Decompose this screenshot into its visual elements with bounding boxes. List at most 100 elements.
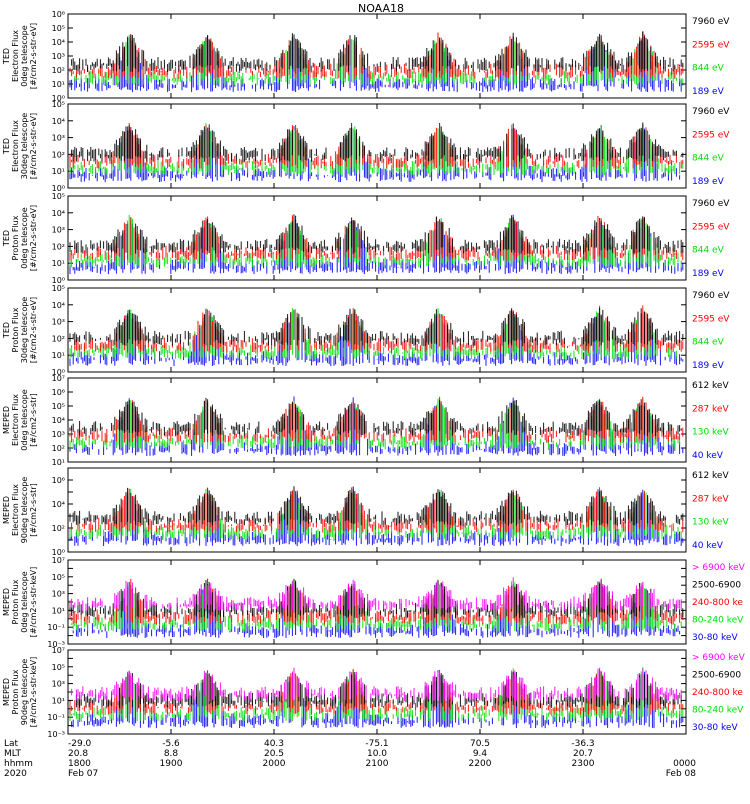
y-axis-label-line: TED — [2, 48, 11, 65]
panel-2: 10⁰ 10¹ 10² 10³ 10⁴ 10⁵ TED Electron Flux 30deg … — [2, 100, 730, 193]
y-tick-label: 10⁷ — [52, 556, 65, 565]
y-axis-label-line: TED — [2, 138, 11, 155]
legend-entry: 844 eV — [692, 154, 725, 164]
y-axis-label-line: Proton Flux — [11, 307, 20, 352]
y-axis-label-line: 90deg telescope — [20, 659, 29, 726]
legend-entry: 7960 eV — [692, 17, 730, 27]
y-axis-label-line: TED — [2, 322, 11, 339]
legend-entry: 30-80 keV — [692, 723, 738, 733]
footer-hhmm-value: 2200 — [469, 759, 492, 769]
legend-entry: 189 eV — [692, 177, 725, 187]
flux-trace — [71, 32, 684, 72]
legend-entry: 612 keV — [692, 381, 729, 391]
legend-entry: > 6900 keV — [692, 563, 746, 573]
legend-entry: 287 keV — [692, 494, 729, 504]
y-axis-label-line: TED — [2, 230, 11, 247]
footer-row-label: MLT — [4, 749, 22, 759]
panel-4: 10⁰ 10¹ 10² 10³ 10⁴ 10⁵ TED Proton Flux 30deg te… — [2, 284, 730, 377]
legend-entry: 2500-6900 — [692, 671, 741, 681]
panel-7: 10⁻³ 10⁻¹ 10¹ 10³ 10⁵ 10⁷ MEPED Proton Flux 0deg… — [2, 556, 746, 649]
y-tick-label: 10⁴ — [52, 117, 65, 126]
footer-hhmm-value: 2100 — [366, 759, 389, 769]
y-tick-label: 10⁵ — [52, 100, 65, 109]
y-tick-label: 10⁻¹ — [47, 713, 65, 722]
y-axis-label-line: Electron Flux — [11, 120, 20, 172]
y-tick-label: 10¹ — [52, 351, 65, 360]
y-tick-label: 10³ — [52, 134, 65, 143]
legend-entry: 2595 eV — [692, 40, 730, 50]
flux-trace — [69, 214, 684, 275]
y-tick-label: 10⁴ — [52, 38, 65, 47]
legend-entry: 130 keV — [692, 518, 729, 528]
y-tick-label: 10³ — [52, 590, 65, 599]
y-tick-label: 10⁵ — [52, 284, 65, 293]
flux-trace — [69, 667, 684, 722]
y-axis-label-line: [#/cm2-s-str-eV] — [29, 113, 38, 179]
footer-date-value: Feb 08 — [666, 769, 697, 779]
flux-trace — [69, 307, 684, 346]
flux-trace — [69, 486, 684, 526]
footer-hhmm-value: 2300 — [572, 759, 595, 769]
y-tick-label: 10² — [52, 66, 65, 75]
flux-trace — [69, 577, 682, 612]
flux-trace — [69, 215, 684, 261]
legend-entry: > 6900 keV — [692, 653, 746, 663]
y-tick-label: 10⁵ — [52, 663, 65, 672]
y-tick-label: 10¹ — [52, 80, 65, 89]
footer-hhmm-value: 1900 — [160, 759, 183, 769]
chart-title: NOAA18 — [358, 2, 404, 15]
y-axis-label-line: [#/cm2-s-str] — [29, 393, 38, 446]
flux-trace — [71, 667, 682, 702]
flux-trace — [69, 397, 682, 436]
y-axis-label-line: MEPED — [2, 406, 11, 434]
flux-trace — [69, 578, 684, 625]
y-axis-label-line: [#/cm2-s-str-keV] — [29, 567, 38, 638]
footer-row-label: Lat — [4, 739, 19, 749]
y-tick-label: 10⁵ — [52, 192, 65, 201]
y-tick-label: 10⁶ — [52, 10, 65, 19]
y-tick-label: 10⁴ — [52, 500, 65, 509]
legend-entry: 2595 eV — [692, 222, 730, 232]
flux-trace — [69, 123, 684, 176]
footer-lat-value: 40.3 — [264, 739, 284, 749]
y-axis-label-line: 0deg telescope — [20, 571, 29, 632]
y-tick-label: 10² — [52, 444, 65, 453]
legend-entry: 40 keV — [692, 451, 724, 461]
y-axis-label-line: 0deg telescope — [20, 25, 29, 86]
y-tick-label: 10⁷ — [52, 374, 65, 383]
flux-trace — [69, 123, 684, 169]
legend-entry: 2595 eV — [692, 130, 730, 140]
legend-entry: 189 eV — [692, 361, 725, 371]
footer-row-label: hhmm — [4, 759, 33, 769]
y-axis-label-line: [#/cm2-s-str-eV] — [29, 297, 38, 363]
legend-entry: 2500-6900 — [692, 581, 741, 591]
y-axis-label-line: Electron Flux — [11, 30, 20, 82]
y-tick-label: 10⁵ — [52, 402, 65, 411]
y-tick-label: 10⁻³ — [47, 730, 65, 739]
flux-trace — [69, 31, 684, 79]
footer-lat-value: -36.3 — [571, 739, 594, 749]
legend-entry: 189 eV — [692, 87, 725, 97]
y-axis-label-line: 0deg telescope — [20, 207, 29, 268]
legend-entry: 7960 eV — [692, 199, 730, 209]
legend-entry: 844 eV — [692, 338, 725, 348]
y-tick-label: 10⁰ — [52, 276, 65, 285]
y-axis-label-line: [#/cm2-s-str] — [29, 483, 38, 536]
footer-mlt-value: 10.0 — [367, 749, 387, 759]
footer-mlt-value: 8.8 — [164, 749, 179, 759]
y-tick-label: 10³ — [52, 430, 65, 439]
panel-6: 10⁰ 10² 10⁴ 10⁶ MEPED Electron Flux 90deg tele… — [2, 467, 729, 557]
y-tick-label: 10³ — [52, 680, 65, 689]
y-tick-label: 10² — [52, 524, 65, 533]
footer-hhmm-value: 2000 — [263, 759, 286, 769]
legend-entry: 130 keV — [692, 428, 729, 438]
legend-entry: 7960 eV — [692, 291, 730, 301]
legend-entry: 40 keV — [692, 541, 724, 551]
y-tick-label: 10¹ — [52, 606, 65, 615]
footer-mlt-value: 20.8 — [68, 749, 88, 759]
y-axis-label-line: 0deg telescope — [20, 389, 29, 450]
legend-entry: 844 eV — [692, 64, 725, 74]
